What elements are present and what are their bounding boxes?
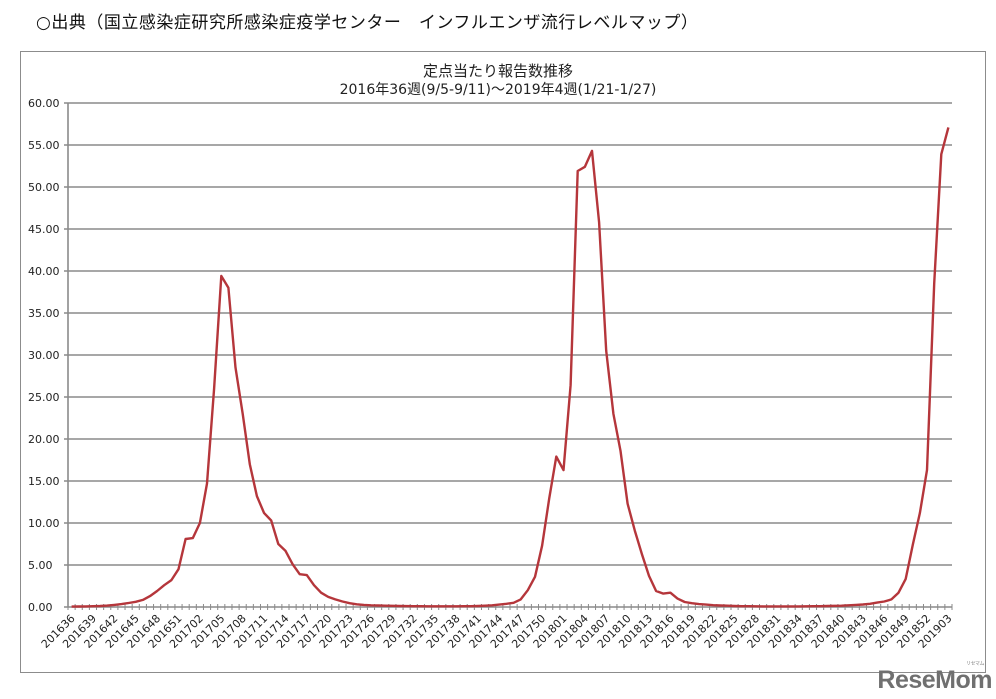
y-tick-label: 20.00 bbox=[28, 433, 60, 446]
y-tick-label: 0.00 bbox=[28, 601, 53, 614]
y-tick-label: 10.00 bbox=[28, 517, 60, 530]
y-tick-label: 55.00 bbox=[28, 139, 60, 152]
chart-frame bbox=[20, 51, 986, 673]
source-caption: ○出典（国立感染症研究所感染症疫学センター インフルエンザ流行レベルマップ） bbox=[36, 13, 699, 33]
y-tick-label: 45.00 bbox=[28, 223, 60, 236]
resemom-logo: リセマム ReseMom bbox=[877, 661, 992, 695]
y-tick-label: 35.00 bbox=[28, 307, 60, 320]
logo-text: ReseMom bbox=[877, 666, 992, 694]
y-tick-label: 25.00 bbox=[28, 391, 60, 404]
y-tick-label: 30.00 bbox=[28, 349, 60, 362]
y-tick-label: 15.00 bbox=[28, 475, 60, 488]
y-tick-label: 50.00 bbox=[28, 181, 60, 194]
logo-subtext: リセマム bbox=[965, 661, 985, 667]
chart-title: 定点当たり報告数推移 bbox=[422, 62, 573, 80]
y-tick-label: 40.00 bbox=[28, 265, 60, 278]
data-line bbox=[71, 127, 950, 608]
chart-subtitle: 2016年36週(9/5-9/11)～2019年4週(1/21-1/27) bbox=[339, 82, 657, 98]
y-tick-label: 60.00 bbox=[28, 97, 60, 110]
y-tick-label: 5.00 bbox=[28, 559, 53, 572]
